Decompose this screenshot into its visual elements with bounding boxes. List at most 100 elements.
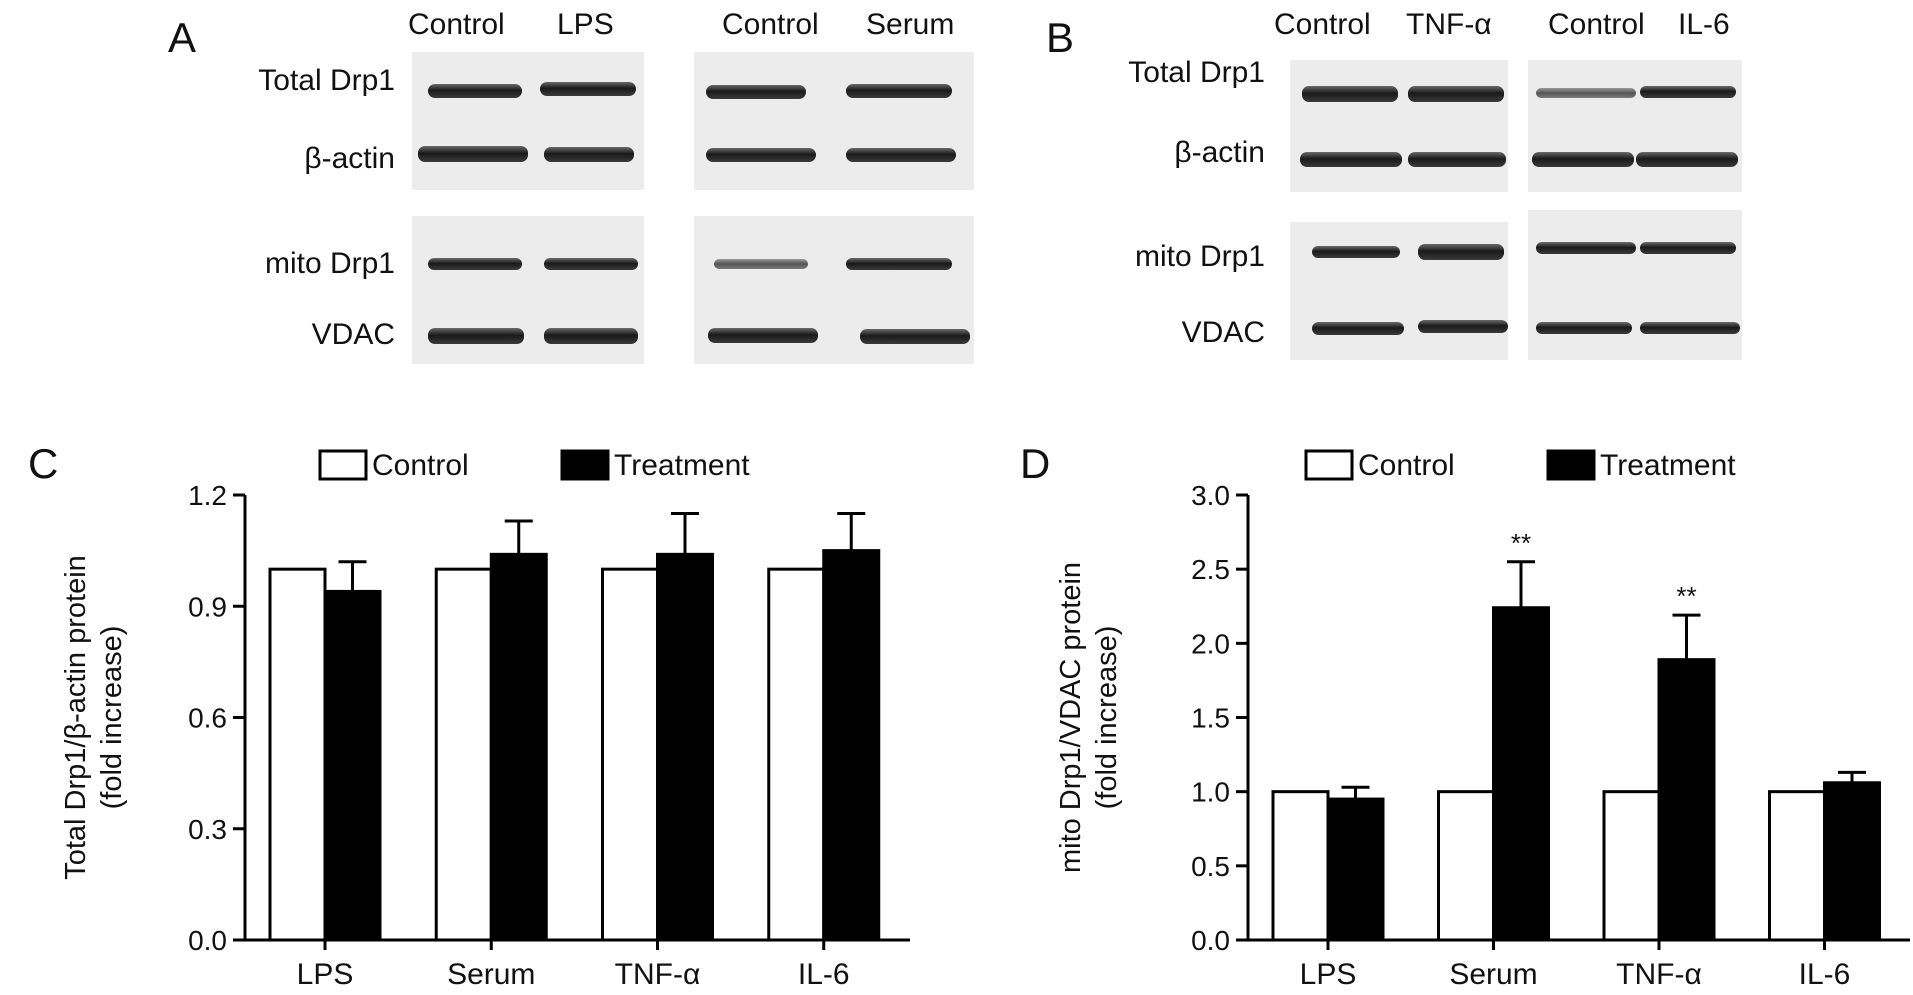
bar-chart-mito-drp1: Control Treatment 0.0 0.5 1.0 1.5 2.0 2.5 3.0 mit… [1055, 449, 1910, 991]
blot-band [428, 258, 522, 270]
blot-band [544, 147, 634, 162]
bar-treatment [489, 552, 548, 942]
blot-strip [694, 52, 974, 190]
panel-letter-a: A [168, 14, 197, 61]
blot-band [1408, 152, 1506, 167]
blot-band [428, 328, 524, 344]
blot-band [544, 258, 638, 270]
row-label-a-vdac: VDAC [311, 318, 395, 351]
y-axis-label: (fold increase) [96, 626, 128, 810]
x-tick-label: TNF-α [1616, 958, 1702, 991]
legend-label-treatment: Treatment [1600, 449, 1736, 482]
lane-label-a-serum: Serum [866, 8, 955, 41]
blot-band [1640, 86, 1736, 98]
row-label-a-total-drp1: Total Drp1 [258, 64, 395, 97]
x-tick-label: LPS [297, 958, 354, 991]
x-tick-label: Serum [1449, 958, 1537, 991]
blot-band [418, 146, 528, 162]
y-axis-label: (fold increase) [1091, 626, 1123, 810]
row-label-b-beta-actin: β-actin [1174, 136, 1265, 169]
bar-treatment [1657, 658, 1716, 942]
blot-band [706, 85, 806, 99]
blot-band [1536, 322, 1632, 334]
y-axis-label: Total Drp1/β-actin protein [60, 555, 92, 880]
y-axis-label: mito Drp1/VDAC protein [1055, 562, 1087, 873]
blot-strip [1290, 222, 1508, 360]
bar-treatment [656, 552, 714, 942]
y-tick-label: 2.0 [1191, 628, 1230, 659]
legend-swatch-treatment [560, 449, 610, 481]
legend-swatch-control [1304, 449, 1354, 481]
bar-chart-total-drp1: Control Treatment 0.0 0.3 0.6 0.9 1.2 Total Drp… [60, 449, 910, 991]
blot-band [846, 84, 952, 98]
y-tick-label: 0.0 [1191, 925, 1230, 956]
blot-band [540, 82, 636, 96]
y-tick-label: 2.5 [1191, 554, 1230, 585]
lane-label-b-control-2: Control [1548, 8, 1645, 41]
panel-letter-d: D [1020, 440, 1051, 487]
blot-band [706, 148, 816, 162]
blot-band [1302, 86, 1398, 102]
bar-control [767, 567, 826, 942]
significance-label: ** [1676, 581, 1696, 611]
lane-label-a-control-1: Control [408, 8, 505, 41]
row-label-a-beta-actin: β-actin [304, 142, 395, 175]
lane-label-a-lps: LPS [557, 8, 614, 41]
legend-label-control: Control [1358, 449, 1455, 482]
y-tick-label: 0.5 [1191, 851, 1230, 882]
bar-control [1437, 790, 1495, 942]
blot-band [544, 328, 638, 344]
legend-label-treatment: Treatment [614, 449, 750, 482]
bar-control [268, 567, 327, 942]
lane-label-b-tnf: TNF-α [1406, 8, 1492, 41]
row-label-b-total-drp1: Total Drp1 [1128, 56, 1265, 89]
blot-band [1636, 152, 1738, 167]
blot-strip [1290, 60, 1508, 192]
bar-control [1271, 790, 1330, 942]
blot-band [1532, 152, 1634, 167]
blot-band [1300, 152, 1402, 167]
significance-label: ** [1511, 528, 1531, 558]
y-tick-label: 0.0 [188, 925, 227, 956]
legend-label-control: Control [372, 449, 469, 482]
blot-band [846, 258, 952, 270]
panel-letter-b: B [1046, 14, 1075, 61]
bar-control [1602, 790, 1661, 942]
legend-swatch-control [318, 449, 368, 481]
lane-label-b-il6: IL-6 [1678, 8, 1730, 41]
blot-band [1640, 242, 1736, 254]
y-tick-label: 3.0 [1191, 480, 1230, 511]
x-tick-label: LPS [1300, 958, 1357, 991]
legend-swatch-treatment [1546, 449, 1596, 481]
bar-treatment [1326, 797, 1385, 942]
y-tick-label: 0.9 [188, 591, 227, 622]
blot-band [714, 259, 808, 269]
bar-treatment [323, 589, 382, 942]
bar-treatment [1823, 781, 1881, 942]
x-tick-label: Serum [447, 958, 535, 991]
panel-letter-c: C [28, 440, 59, 487]
blot-band [1418, 320, 1508, 333]
blot-band [1536, 88, 1636, 98]
y-tick-label: 0.6 [188, 703, 227, 734]
blot-strip [1528, 210, 1742, 360]
bar-treatment [822, 549, 881, 942]
x-tick-label: IL-6 [1799, 958, 1851, 991]
y-tick-label: 1.2 [188, 480, 227, 511]
y-tick-label: 1.5 [1191, 703, 1230, 734]
blot-band [1312, 322, 1404, 335]
row-label-a-mito-drp1: mito Drp1 [264, 247, 395, 280]
x-tick-label: IL-6 [798, 958, 850, 991]
bar-treatment [1492, 606, 1550, 942]
lane-label-b-control-1: Control [1274, 8, 1371, 41]
x-tick-label: TNF-α [615, 958, 701, 991]
blot-strip [412, 52, 644, 190]
blot-band [708, 328, 818, 343]
blot-band [428, 84, 522, 98]
blot-band [1408, 86, 1504, 102]
blot-strip [1528, 60, 1742, 192]
y-tick-label: 0.3 [188, 814, 227, 845]
blot-band [860, 329, 970, 344]
bar-control [434, 567, 493, 942]
bar-control [1768, 790, 1826, 942]
